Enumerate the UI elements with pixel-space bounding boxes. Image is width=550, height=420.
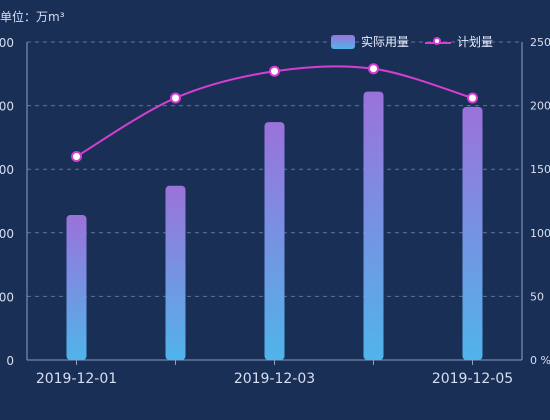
- bar-1: [66, 214, 87, 360]
- left-axis-tick-label: 00: [0, 163, 14, 177]
- left-axis-tick-label: 0: [6, 354, 14, 368]
- left-axis-tick-label: 00: [0, 290, 14, 304]
- left-axis-tick-label: 00: [0, 100, 14, 114]
- legend: 实际用量 计划量: [330, 33, 493, 50]
- right-axis-tick-label: 150: [530, 163, 550, 176]
- bar-2: [165, 185, 186, 360]
- right-axis-tick-label: 250: [530, 36, 550, 49]
- line-point-1: [71, 150, 82, 162]
- left-axis-tick-label: 00: [0, 227, 14, 241]
- bar-5: [462, 106, 483, 360]
- bars-layer: [66, 91, 483, 360]
- legend-label-planned: 计划量: [456, 35, 493, 49]
- legend-bar-swatch: [330, 34, 355, 49]
- legend-item-planned[interactable]: 计划量: [424, 33, 493, 50]
- line-point-5: [467, 92, 478, 104]
- x-axis-tick-label: 2019-12-05: [432, 371, 513, 387]
- line-layer: [71, 63, 478, 162]
- right-axis-tick-label: 0 %: [530, 354, 550, 367]
- bar-3: [264, 122, 285, 360]
- line-point-3: [269, 65, 280, 77]
- legend-item-actual[interactable]: 实际用量: [330, 33, 409, 50]
- x-axis-tick-label: 2019-12-01: [36, 371, 117, 387]
- legend-line-swatch: [424, 35, 451, 49]
- line-point-4: [368, 63, 379, 75]
- left-axis-tick-label: 00: [0, 36, 14, 50]
- x-axis-tick-label: 2019-12-03: [234, 371, 315, 387]
- bar-4: [363, 91, 384, 360]
- right-axis-tick-label: 50: [530, 290, 544, 303]
- legend-label-actual: 实际用量: [360, 35, 409, 49]
- unit-label: 单位：万m³: [0, 10, 65, 24]
- line-point-2: [170, 92, 181, 104]
- right-axis-tick-label: 200: [530, 100, 550, 113]
- right-axis-tick-label: 100: [530, 227, 550, 240]
